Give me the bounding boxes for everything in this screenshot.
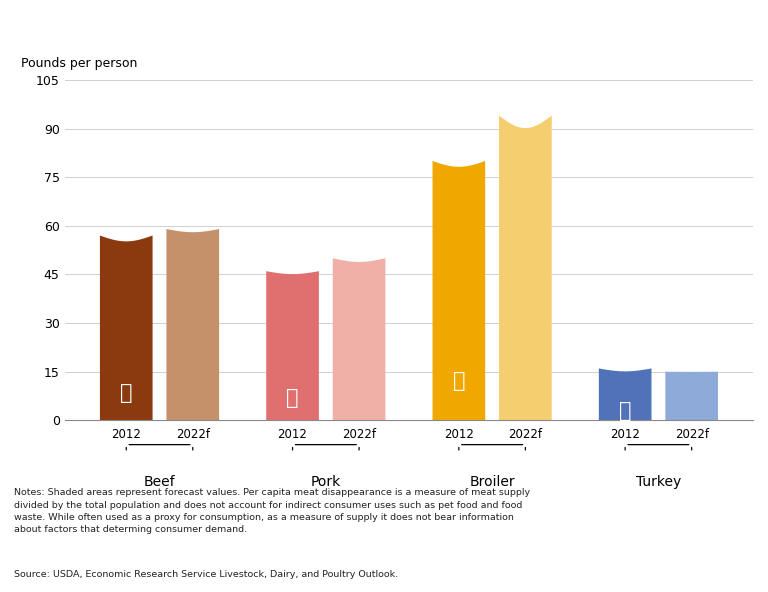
Text: Turkey: Turkey	[636, 475, 681, 490]
Text: Pork: Pork	[311, 475, 341, 490]
Text: Broiler: Broiler	[469, 475, 515, 490]
Polygon shape	[432, 161, 485, 420]
Text: Economic Research Service: Economic Research Service	[516, 12, 677, 22]
Polygon shape	[100, 236, 153, 420]
Polygon shape	[333, 258, 386, 420]
Text: 🦃: 🦃	[619, 401, 631, 420]
Polygon shape	[499, 115, 551, 420]
Polygon shape	[167, 229, 219, 420]
Text: 🐔: 🐔	[452, 371, 465, 391]
Text: 🐄: 🐄	[120, 382, 133, 403]
Text: Source: USDA, Economic Research Service Livestock, Dairy, and Poultry Outlook.: Source: USDA, Economic Research Service …	[14, 570, 398, 578]
Bar	[429, 52, 445, 65]
Text: Pounds per person: Pounds per person	[21, 57, 137, 70]
Text: Notes: Shaded areas represent forecast values. Per capita meat disappearance is : Notes: Shaded areas represent forecast v…	[14, 488, 530, 534]
Text: Beef: Beef	[144, 475, 175, 490]
Text: Retail weight per capita disappearance for: Retail weight per capita disappearance f…	[9, 12, 376, 28]
Text: U.S. DEPARTMENT OF AGRICULTURE: U.S. DEPARTMENT OF AGRICULTURE	[516, 39, 667, 48]
Polygon shape	[266, 271, 319, 420]
Text: beef, pork, broilers, and turkey, 2012–2022f: beef, pork, broilers, and turkey, 2012–2…	[9, 42, 387, 57]
Text: 🐷: 🐷	[286, 388, 299, 408]
Polygon shape	[665, 372, 718, 420]
Polygon shape	[599, 368, 651, 420]
Text: USDA: USDA	[447, 12, 503, 31]
